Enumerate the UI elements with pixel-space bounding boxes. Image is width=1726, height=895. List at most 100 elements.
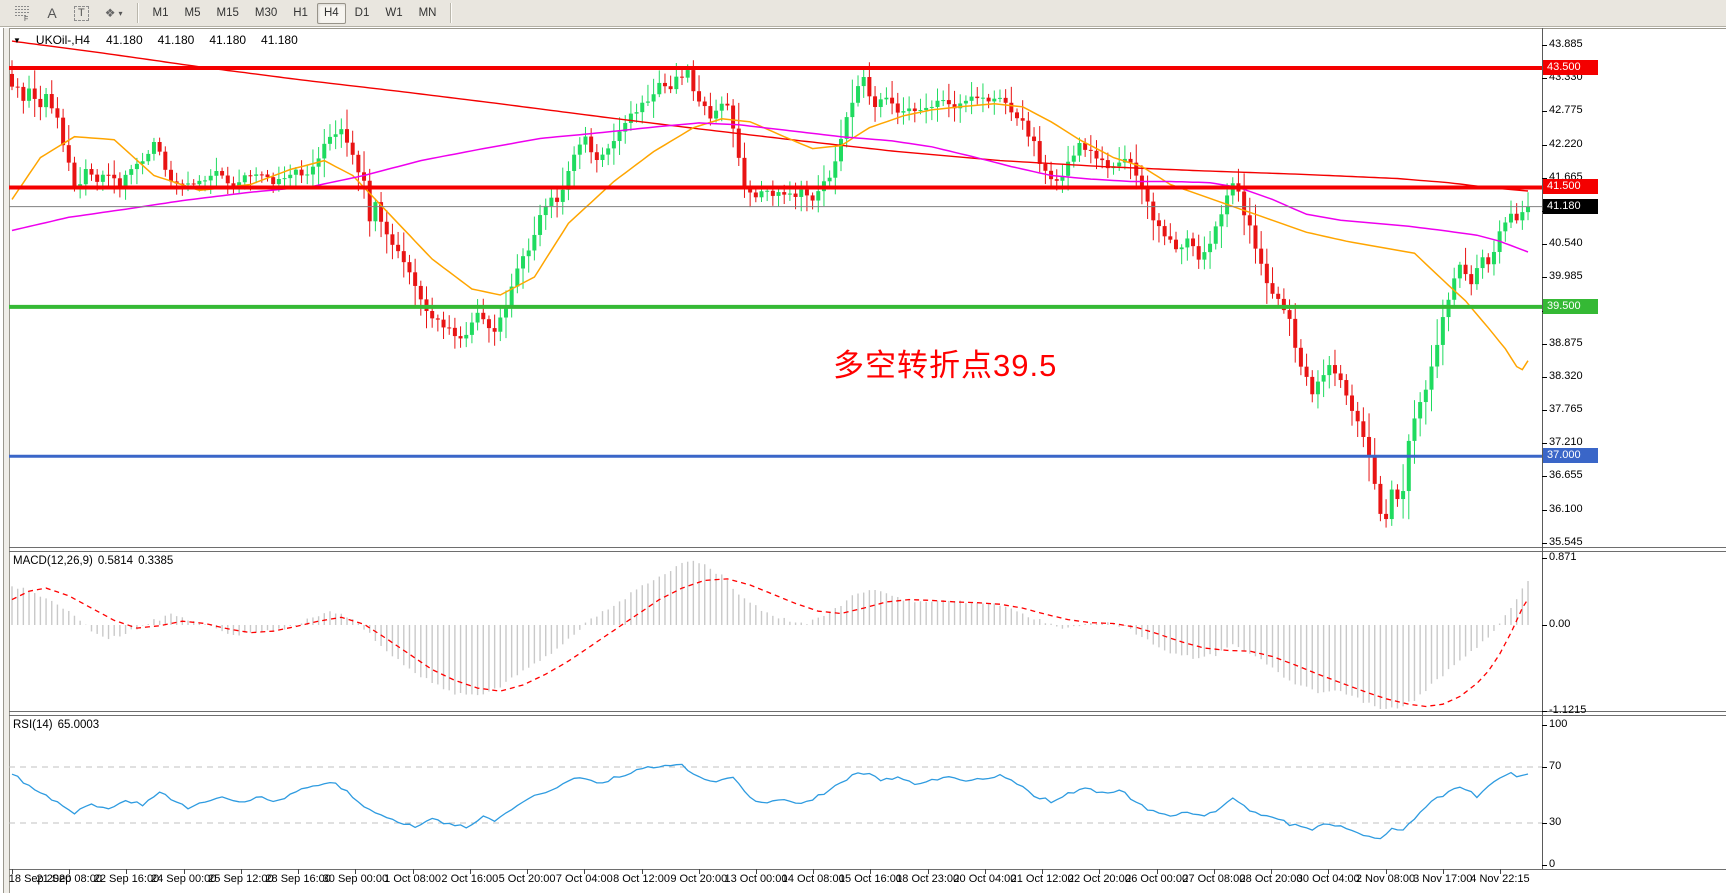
- timeframe-group: M1 M5 M15 M30 H1 H4 D1 W1 MN: [146, 2, 444, 24]
- rsi-scale-label: 30: [1549, 816, 1562, 828]
- candle-body: [492, 328, 497, 332]
- timeframe-m30[interactable]: M30: [254, 7, 278, 19]
- candle-body: [1480, 257, 1485, 269]
- candle-body: [1162, 226, 1167, 237]
- candle-body: [1389, 489, 1394, 520]
- candlestick-series: [10, 60, 1531, 528]
- grid-fibo-icon[interactable]: F: [8, 3, 37, 24]
- candle-body: [793, 193, 798, 197]
- price-scale-label: 42.775: [1549, 104, 1583, 117]
- price-scale-label: 38.875: [1549, 336, 1583, 349]
- axis-tick: [1542, 45, 1547, 46]
- svg-text:F: F: [24, 16, 28, 21]
- candle-body: [651, 94, 656, 102]
- low-value: 41.180: [209, 33, 247, 47]
- candle-body: [850, 102, 855, 118]
- candle-body: [532, 234, 537, 251]
- time-axis-tick: [1328, 869, 1330, 874]
- candle-body: [481, 312, 486, 320]
- candle-body: [1429, 366, 1434, 390]
- candle-body: [362, 172, 367, 181]
- candle-body: [27, 88, 32, 101]
- price-scale-label: 35.545: [1549, 535, 1583, 548]
- text-t-icon: T: [74, 5, 89, 21]
- candle-body: [714, 110, 719, 119]
- candle-body: [1156, 220, 1161, 227]
- timeframe-m1[interactable]: M1: [152, 7, 169, 19]
- candle-body: [100, 174, 105, 182]
- candle-body: [1321, 375, 1326, 382]
- candle-body: [975, 96, 980, 99]
- x-axis-label: 24 Sep 00:00: [150, 873, 217, 885]
- candle-body: [1378, 483, 1383, 514]
- timeframe-d1[interactable]: D1: [354, 7, 370, 19]
- candle-body: [1350, 395, 1355, 411]
- candle-body: [912, 108, 917, 112]
- candle-body: [572, 154, 577, 172]
- timeframe-m5[interactable]: M5: [184, 7, 201, 19]
- candle-body: [742, 157, 747, 187]
- candle-body: [941, 100, 946, 102]
- candle-body: [1020, 118, 1025, 121]
- x-axis-label: 21 Oct 12:00: [1010, 873, 1074, 885]
- open-value: 41.180: [105, 33, 143, 47]
- axis-tick: [1542, 244, 1547, 246]
- candle-body: [1179, 247, 1184, 250]
- x-axis-label: 25 Sep 12:00: [208, 873, 274, 885]
- candle-body: [952, 104, 957, 109]
- candle-body: [1117, 162, 1122, 167]
- axis-tick: [1542, 558, 1547, 560]
- candle-body: [810, 195, 815, 201]
- candle-body: [1304, 366, 1309, 377]
- axis-tick: [1542, 476, 1547, 478]
- axis-tick: [1542, 725, 1547, 726]
- timeframe-h4[interactable]: H4: [316, 2, 346, 24]
- high-value: 41.180: [157, 33, 195, 47]
- text-label-tool[interactable]: A: [39, 3, 65, 24]
- price-badge-43.500: 43.500: [1543, 59, 1598, 75]
- candle-body: [151, 141, 156, 154]
- panel-border: [9, 28, 1726, 29]
- candle-body: [1423, 389, 1428, 403]
- arrows-tool[interactable]: ❖ ▾: [98, 3, 130, 24]
- candle-body: [997, 97, 1002, 99]
- candle-body: [503, 305, 508, 318]
- candle-body: [1367, 436, 1372, 458]
- timeframe-m15[interactable]: M15: [216, 7, 239, 19]
- timeframe-h1[interactable]: H1: [293, 7, 308, 19]
- candle-body: [674, 76, 679, 90]
- candle-body: [1037, 141, 1042, 164]
- chart-dropdown-icon[interactable]: ▼: [13, 35, 21, 45]
- timeframe-mn[interactable]: MN: [418, 7, 437, 19]
- candle-body: [1298, 347, 1303, 367]
- timeframe-w1[interactable]: W1: [385, 7, 403, 19]
- macd-signal-line: [11, 578, 1529, 708]
- time-axis-tick: [527, 869, 529, 874]
- candle-body: [538, 215, 543, 235]
- macd-label: MACD(12,26,9) 0.5814 0.3385: [13, 555, 174, 567]
- candle-body: [225, 175, 230, 184]
- candle-body: [288, 174, 293, 179]
- candle-body: [787, 193, 792, 195]
- axis-tick: [1542, 542, 1547, 544]
- candle-body: [89, 169, 94, 175]
- text-box-tool[interactable]: T: [67, 3, 96, 24]
- x-axis-label: 13 Oct 00:00: [724, 873, 788, 885]
- candle-body: [719, 103, 724, 111]
- candle-body: [969, 96, 974, 101]
- candle-body: [1173, 239, 1178, 250]
- time-axis-tick: [1271, 869, 1273, 874]
- chart-annotation-text[interactable]: 多空转折点39.5: [833, 348, 1058, 383]
- x-axis-label: 27 Oct 08:00: [1182, 873, 1246, 885]
- time-axis-tick: [412, 869, 414, 874]
- panel-border: [9, 711, 1726, 712]
- x-axis-label: 26 Oct 00:00: [1125, 873, 1189, 885]
- candle-body: [1003, 97, 1008, 103]
- candle-body: [220, 171, 225, 176]
- candle-body: [1508, 213, 1513, 223]
- candle-body: [401, 251, 406, 263]
- x-axis-label: 18 Sep 2020: [8, 873, 72, 885]
- macd-scale-label: 0.871: [1549, 551, 1577, 564]
- axis-tick: [1542, 823, 1547, 824]
- candle-body: [1327, 365, 1332, 376]
